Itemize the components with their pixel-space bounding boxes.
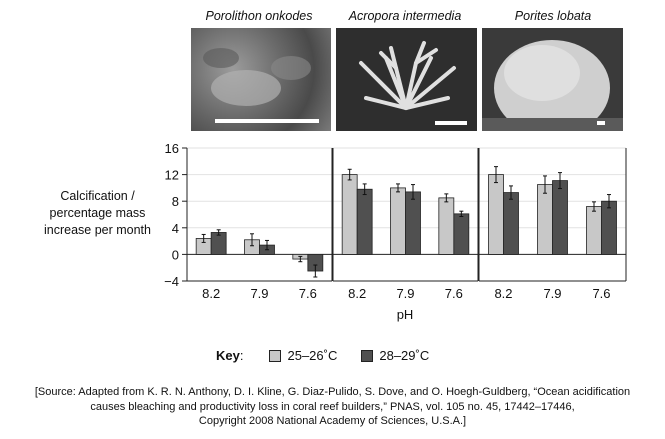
scale-bar: [597, 121, 605, 125]
y-tick-label: 4: [172, 221, 179, 236]
bar: [390, 187, 406, 255]
x-tick-label: 7.6: [445, 286, 463, 301]
x-tick-label: 7.6: [299, 286, 317, 301]
x-axis-label: pH: [397, 307, 414, 322]
scale-bar: [215, 119, 319, 123]
species-title-porites: Porites lobata: [514, 9, 592, 23]
source-line: [Source: Adapted from K. R. N. Anthony, …: [34, 386, 631, 398]
y-tick-label: 0: [172, 247, 179, 262]
legend-colon: :: [239, 348, 244, 363]
porites-photo-texture: [482, 40, 623, 131]
x-tick-label: 7.9: [543, 286, 561, 301]
bar-chart: 16 12 8 4 0 −4 8.2 7.9 7.6 8.2 7.9 7.6 8.2 7.9 7.6 pH: [164, 141, 627, 322]
bar: [341, 174, 358, 255]
y-tick-label: −4: [164, 274, 179, 289]
bar: [586, 206, 602, 255]
species-title-porolithon: Porolithon onkodes: [205, 9, 313, 23]
scale-bar: [435, 121, 467, 125]
bar: [601, 200, 617, 255]
source-citation: [Source: Adapted from K. R. N. Anthony, …: [0, 385, 665, 429]
x-tick-label: 8.2: [348, 286, 366, 301]
bar: [503, 192, 519, 255]
x-tick-label: 8.2: [494, 286, 512, 301]
y-tick-label: 8: [172, 194, 179, 209]
bar: [488, 174, 504, 255]
x-tick-label: 7.9: [396, 286, 414, 301]
bar: [552, 180, 568, 255]
species-title-acropora: Acropora intermedia: [348, 9, 462, 23]
legend-label-28-29: 28–29˚C: [379, 348, 430, 363]
bar: [438, 197, 455, 255]
y-axis-label: Calcification / percentage mass increase…: [10, 188, 185, 239]
y-axis-label-line: percentage mass: [49, 206, 146, 220]
acropora-photo: [336, 28, 477, 131]
legend: Key : 25–26˚C 28–29˚C: [216, 348, 429, 363]
bar: [453, 213, 470, 255]
legend-title: Key: [216, 348, 240, 363]
x-tick-label: 8.2: [202, 286, 220, 301]
bar: [356, 188, 373, 255]
x-tick-label: 7.6: [592, 286, 610, 301]
bar: [405, 191, 421, 255]
bar: [210, 232, 227, 255]
y-tick-label: 12: [165, 168, 179, 183]
porites-photo: [482, 28, 623, 131]
y-axis-label-line: increase per month: [43, 223, 151, 237]
y-tick-label: 16: [165, 141, 179, 156]
source-line: causes bleaching and productivity loss i…: [90, 400, 575, 413]
x-tick-label: 7.9: [250, 286, 268, 301]
legend-swatch-28-29: [361, 349, 374, 362]
acropora-photo-texture: [359, 41, 467, 125]
bar: [537, 184, 553, 255]
source-line: Copyright 2008 National Academy of Scien…: [198, 415, 467, 427]
porolithon-photo: [191, 28, 331, 131]
legend-label-25-26: 25–26˚C: [287, 348, 338, 363]
legend-swatch-25-26: [269, 349, 282, 362]
porolithon-photo-texture: [203, 48, 319, 123]
y-axis-label-line: Calcification /: [60, 189, 135, 203]
